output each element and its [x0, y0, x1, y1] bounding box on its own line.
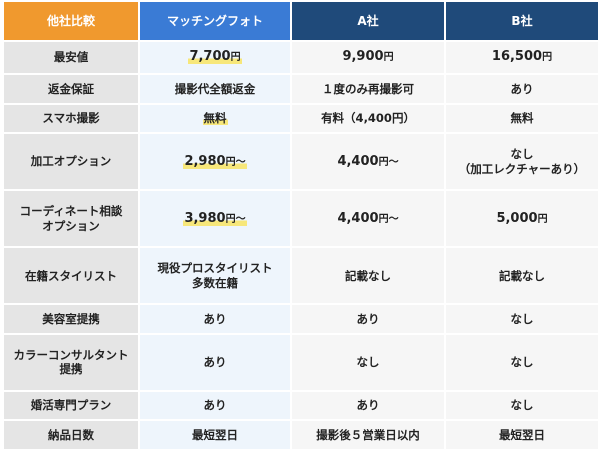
cell-b-smartphone-shoot: 無料: [446, 104, 598, 133]
row-label-marriage-plan: 婚活専門プラン: [4, 391, 138, 420]
header-matching-photo: マッチングフォト: [140, 2, 290, 40]
header-company-b: B社: [446, 2, 598, 40]
price-unit: 円: [378, 213, 389, 225]
price-value: 4,400: [337, 210, 379, 226]
row-label-lowest-price: 最安値: [4, 42, 138, 74]
highlighted-price: 3,980円〜: [183, 210, 247, 226]
cell-b-editing-option: なし （加工レクチャーあり）: [446, 134, 598, 190]
table-row: 加工オプション 2,980円〜 4,400円〜 なし （加工レクチャーあり）: [4, 134, 598, 190]
cell-a-stylist: 記載なし: [292, 248, 444, 304]
cell-a-refund-guarantee: １度のみ再撮影可: [292, 75, 444, 103]
row-label-stylist: 在籍スタイリスト: [4, 248, 138, 304]
table-row: 婚活専門プラン あり あり なし: [4, 391, 598, 420]
cell-line: 現役プロスタイリスト: [157, 261, 273, 276]
header-comparison-label: 他社比較: [4, 2, 138, 40]
table-row: 在籍スタイリスト 現役プロスタイリスト 多数在籍 記載なし 記載なし: [4, 248, 598, 304]
table-row: カラーコンサルタント 提携 あり なし なし: [4, 334, 598, 390]
highlighted-price: 7,700円: [188, 49, 242, 65]
row-label-delivery-days: 納品日数: [4, 421, 138, 449]
cell-a-marriage-plan: あり: [292, 391, 444, 420]
cell-line: 多数在籍: [192, 275, 238, 290]
price-unit: 円: [537, 213, 548, 225]
cell-us-editing-option: 2,980円〜: [140, 134, 290, 190]
row-label-editing-option: 加工オプション: [4, 134, 138, 190]
label-line: コーディネート相談: [19, 204, 123, 219]
cell-us-refund-guarantee: 撮影代全額返金: [140, 75, 290, 103]
price-suffix: 〜: [388, 156, 399, 168]
price-value: 3,980: [184, 210, 226, 226]
cell-us-salon-partnership: あり: [140, 305, 290, 333]
table-row: 美容室提携 あり あり なし: [4, 305, 598, 333]
price-unit: 円: [383, 52, 394, 64]
highlighted-price: 2,980円〜: [183, 153, 247, 169]
price-value: 2,980: [184, 153, 226, 169]
price-unit: 円: [225, 156, 236, 168]
price-value: 16,500: [491, 49, 543, 65]
row-label-coordinate-option: コーディネート相談 オプション: [4, 191, 138, 247]
header-company-a: A社: [292, 2, 444, 40]
label-line: オプション: [42, 218, 100, 233]
cell-b-lowest-price: 16,500円: [446, 42, 598, 74]
cell-a-delivery-days: 撮影後５営業日以内: [292, 421, 444, 449]
price-suffix: 〜: [235, 213, 246, 225]
table-row: 最安値 7,700円 9,900円 16,500円: [4, 42, 598, 74]
price-suffix: 〜: [388, 213, 399, 225]
cell-us-delivery-days: 最短翌日: [140, 421, 290, 449]
row-label-smartphone-shoot: スマホ撮影: [4, 104, 138, 133]
price-unit: 円: [230, 52, 241, 64]
price-value: 5,000: [496, 210, 538, 226]
row-label-color-consultant: カラーコンサルタント 提携: [4, 334, 138, 390]
price-value: 4,400: [337, 153, 379, 169]
header-row: 他社比較 マッチングフォト A社 B社: [4, 2, 598, 40]
table-row: コーディネート相談 オプション 3,980円〜 4,400円〜 5,000円: [4, 191, 598, 247]
price-value: 9,900: [342, 49, 384, 65]
row-label-refund-guarantee: 返金保証: [4, 75, 138, 103]
cell-b-color-consultant: なし: [446, 334, 598, 390]
cell-us-marriage-plan: あり: [140, 391, 290, 420]
table-row: 納品日数 最短翌日 撮影後５営業日以内 最短翌日: [4, 421, 598, 449]
cell-line: （加工レクチャーあり）: [458, 161, 586, 176]
table-row: 返金保証 撮影代全額返金 １度のみ再撮影可 あり: [4, 75, 598, 103]
table-row: スマホ撮影 無料 有料（4,400円） 無料: [4, 104, 598, 133]
price-unit: 円: [542, 52, 553, 64]
price-value: 7,700: [189, 49, 231, 65]
cell-a-smartphone-shoot: 有料（4,400円）: [292, 104, 444, 133]
cell-us-color-consultant: あり: [140, 334, 290, 390]
cell-us-smartphone-shoot: 無料: [140, 104, 290, 133]
cell-b-stylist: 記載なし: [446, 248, 598, 304]
cell-a-coordinate-option: 4,400円〜: [292, 191, 444, 247]
cell-a-salon-partnership: あり: [292, 305, 444, 333]
label-line: 提携: [59, 362, 83, 377]
cell-b-marriage-plan: なし: [446, 391, 598, 420]
cell-us-coordinate-option: 3,980円〜: [140, 191, 290, 247]
cell-b-coordinate-option: 5,000円: [446, 191, 598, 247]
price-unit: 円: [225, 213, 236, 225]
cell-b-delivery-days: 最短翌日: [446, 421, 598, 449]
cell-us-stylist: 現役プロスタイリスト 多数在籍: [140, 248, 290, 304]
cell-a-editing-option: 4,400円〜: [292, 134, 444, 190]
cell-a-color-consultant: なし: [292, 334, 444, 390]
cell-line: なし: [510, 147, 534, 162]
label-line: カラーコンサルタント: [13, 347, 129, 362]
cell-a-lowest-price: 9,900円: [292, 42, 444, 74]
row-label-salon-partnership: 美容室提携: [4, 305, 138, 333]
highlighted-text: 無料: [202, 111, 228, 126]
price-unit: 円: [378, 156, 389, 168]
cell-b-refund-guarantee: あり: [446, 75, 598, 103]
cell-b-salon-partnership: なし: [446, 305, 598, 333]
price-suffix: 〜: [235, 156, 246, 168]
cell-us-lowest-price: 7,700円: [140, 42, 290, 74]
